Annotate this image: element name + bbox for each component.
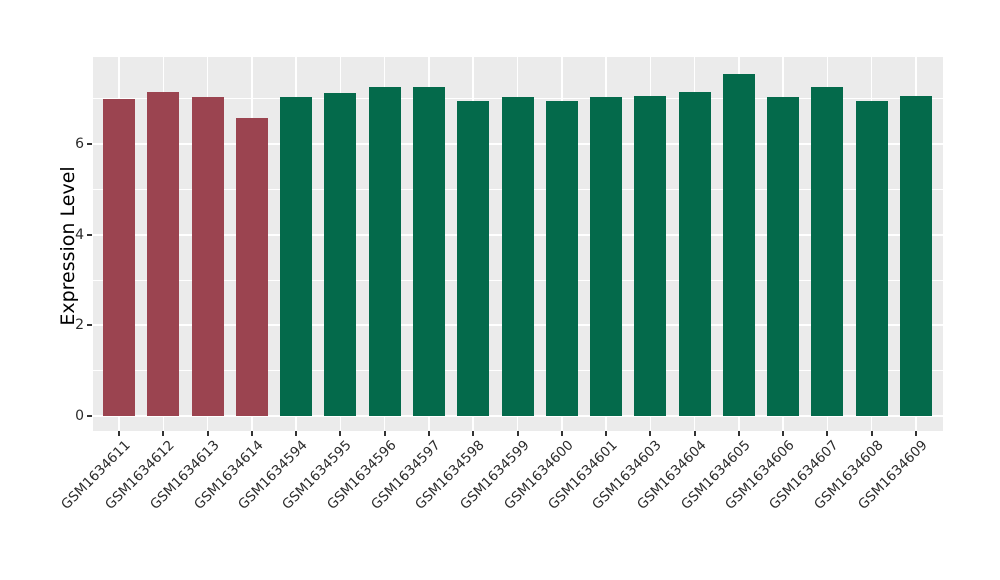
- bar-GSM1634600: [545, 100, 578, 416]
- x-axis-tick: [737, 431, 740, 436]
- x-axis-tick: [472, 431, 475, 436]
- y-axis-tick: [87, 415, 92, 417]
- bar-GSM1634597: [412, 87, 445, 416]
- bar-GSM1634605: [722, 74, 755, 416]
- x-axis-tick: [649, 431, 652, 436]
- bar-GSM1634594: [280, 97, 313, 416]
- bar-GSM1634614: [235, 117, 268, 416]
- y-tick-label: 0: [75, 408, 84, 424]
- x-axis-tick: [162, 431, 165, 436]
- bar-GSM1634612: [147, 92, 180, 416]
- y-axis-tick: [87, 324, 92, 327]
- x-axis-tick: [870, 431, 873, 436]
- x-axis-tick: [206, 431, 209, 436]
- bar-GSM1634595: [324, 93, 357, 416]
- x-axis-tick: [915, 431, 917, 436]
- x-axis-tick: [295, 431, 298, 436]
- x-axis-tick: [560, 431, 563, 436]
- bar-GSM1634611: [103, 98, 135, 416]
- bar-GSM1634603: [634, 96, 667, 416]
- y-tick-label: 6: [75, 136, 84, 153]
- bar-GSM1634598: [457, 100, 490, 416]
- x-axis-tick: [250, 431, 253, 436]
- bar-GSM1634599: [501, 97, 534, 416]
- bar-GSM1634601: [590, 97, 623, 416]
- y-tick-label: 4: [75, 226, 84, 243]
- y-axis-tick: [87, 233, 92, 236]
- bar-GSM1634613: [191, 97, 224, 416]
- x-axis-tick: [427, 431, 430, 436]
- bar-GSM1634596: [368, 87, 401, 416]
- x-axis-tick: [118, 431, 120, 436]
- x-axis-tick: [826, 431, 829, 436]
- plot-panel: [93, 57, 943, 431]
- bar-GSM1634608: [855, 100, 888, 416]
- bar-GSM1634609: [900, 95, 932, 416]
- x-axis-tick: [605, 431, 608, 436]
- x-axis-tick: [339, 431, 342, 436]
- y-axis-tick: [87, 143, 92, 146]
- x-axis-tick: [516, 431, 519, 436]
- bar-GSM1634604: [678, 91, 711, 416]
- y-tick-label: 2: [75, 317, 84, 334]
- bar-GSM1634606: [767, 97, 800, 416]
- bar-GSM1634607: [811, 87, 844, 416]
- x-axis-tick: [693, 431, 696, 436]
- x-axis-tick: [383, 431, 386, 436]
- x-axis-tick: [782, 431, 785, 436]
